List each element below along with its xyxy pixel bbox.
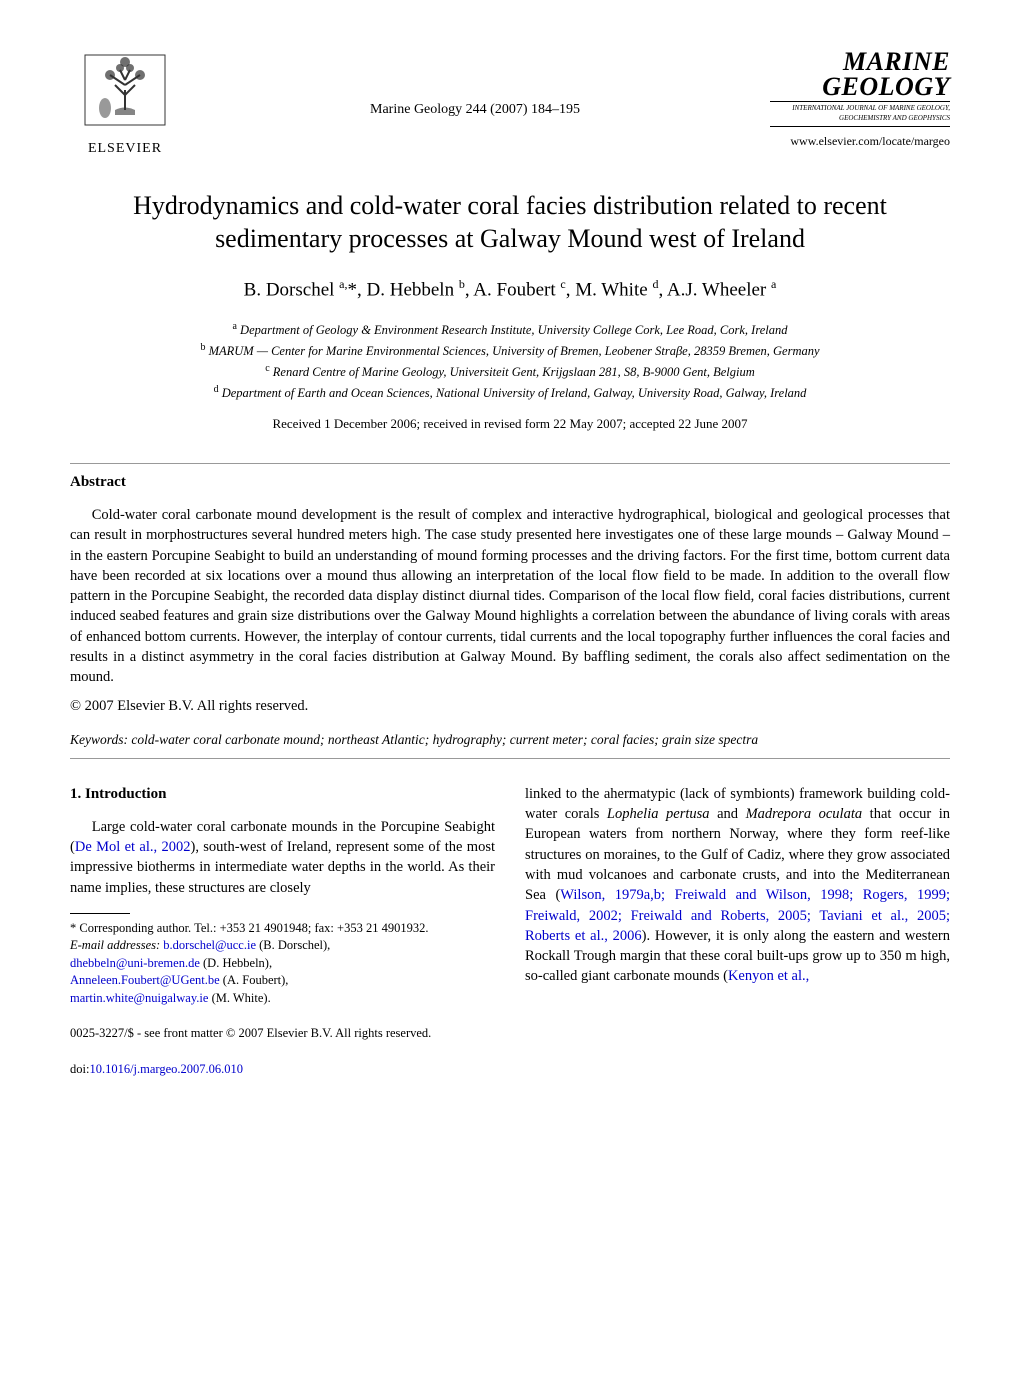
journal-subtitle: INTERNATIONAL JOURNAL OF MARINE GEOLOGY,…: [770, 101, 950, 127]
keywords-label: Keywords:: [70, 732, 128, 747]
intro-heading: 1. Introduction: [70, 784, 495, 805]
footnote-rule: [70, 913, 130, 914]
rule: [70, 758, 950, 759]
body-columns: 1. Introduction Large cold-water coral c…: [70, 784, 950, 1079]
received-dates: Received 1 December 2006; received in re…: [70, 415, 950, 433]
intro-para-1: Large cold-water coral carbonate mounds …: [70, 817, 495, 898]
journal-name-2: GEOLOGY: [770, 75, 950, 100]
article-title: Hydrodynamics and cold-water coral facie…: [110, 189, 910, 257]
rule: [70, 463, 950, 464]
elsevier-logo: ELSEVIER: [70, 50, 180, 159]
elsevier-tree-icon: [80, 50, 170, 130]
ref-link[interactable]: De Mol et al., 2002: [75, 839, 191, 855]
keywords: Keywords: cold-water coral carbonate mou…: [70, 731, 950, 750]
authors: B. Dorschel a,*, D. Hebbeln b, A. Fouber…: [70, 276, 950, 304]
elsevier-label: ELSEVIER: [70, 139, 180, 159]
doi-link[interactable]: 10.1016/j.margeo.2007.06.010: [89, 1062, 243, 1076]
journal-name-1: MARINE: [770, 50, 950, 75]
copyright-line: 0025-3227/$ - see front matter © 2007 El…: [70, 1025, 495, 1043]
affiliations: a Department of Geology & Environment Re…: [70, 319, 950, 403]
abstract-copyright: © 2007 Elsevier B.V. All rights reserved…: [70, 696, 950, 716]
footnote-corresponding: * Corresponding author. Tel.: +353 21 49…: [70, 920, 495, 938]
header: ELSEVIER Marine Geology 244 (2007) 184–1…: [70, 50, 950, 159]
journal-url[interactable]: www.elsevier.com/locate/margeo: [770, 133, 950, 150]
right-column: linked to the ahermatypic (lack of symbi…: [525, 784, 950, 1079]
keywords-text: cold-water coral carbonate mound; northe…: [131, 732, 758, 747]
footnote-emails: E-mail addresses: b.dorschel@ucc.ie (B. …: [70, 937, 495, 1007]
doi-line: doi:10.1016/j.margeo.2007.06.010: [70, 1061, 495, 1079]
ref-link[interactable]: Kenyon et al.,: [728, 968, 809, 984]
journal-logo: MARINE GEOLOGY INTERNATIONAL JOURNAL OF …: [770, 50, 950, 150]
left-column: 1. Introduction Large cold-water coral c…: [70, 784, 495, 1079]
abstract-heading: Abstract: [70, 472, 950, 493]
citation: Marine Geology 244 (2007) 184–195: [180, 50, 770, 120]
intro-para-2: linked to the ahermatypic (lack of symbi…: [525, 784, 950, 987]
abstract-text: Cold-water coral carbonate mound develop…: [70, 505, 950, 688]
